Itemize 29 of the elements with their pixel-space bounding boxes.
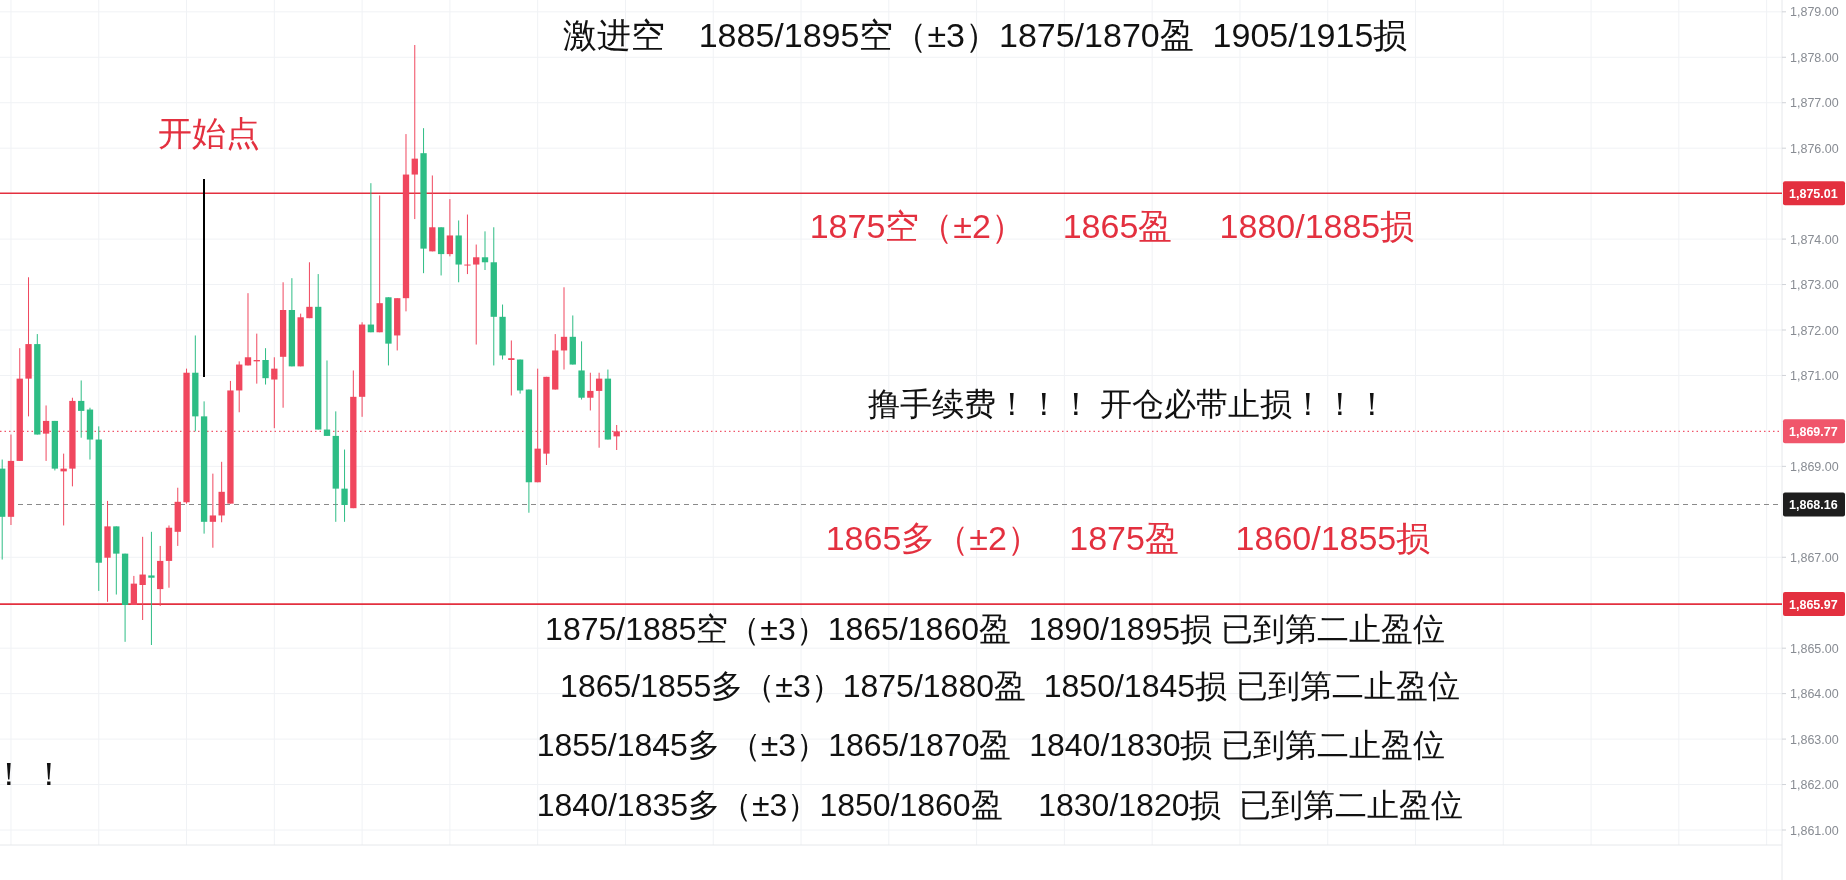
ref-line-label: 1,869.77 xyxy=(1789,424,1838,439)
y-tick-label: 1,878.00 xyxy=(1790,50,1839,65)
annotation: 撸手续费！！！ 开仓必带止损！！！ xyxy=(867,386,1389,422)
annotation: 1875空（±2） 1865盈 1880/1885损 xyxy=(809,207,1415,245)
ref-line-label: 1,865.97 xyxy=(1789,597,1838,612)
annotation: 激进空 1885/1895空（±3）1875/1870盈 1905/1915损 xyxy=(562,16,1408,54)
y-tick-label: 1,873.00 xyxy=(1790,278,1839,293)
y-tick-label: 1,867.00 xyxy=(1790,550,1839,565)
y-tick-label: 1,871.00 xyxy=(1790,368,1839,383)
y-tick-label: 1,877.00 xyxy=(1790,96,1839,111)
y-tick-label: 1,872.00 xyxy=(1790,323,1839,338)
y-tick-label: 1,879.00 xyxy=(1790,5,1839,20)
annotation: 1875/1885空（±3）1865/1860盈 1890/1895损 已到第二止盈位 xyxy=(545,611,1445,647)
y-tick-label: 1,861.00 xyxy=(1790,823,1839,838)
ref-line-label: 1,868.16 xyxy=(1789,498,1838,513)
y-tick-label: 1,863.00 xyxy=(1790,732,1839,747)
y-tick-label: 1,864.00 xyxy=(1790,687,1839,702)
annotation: 1865多（±2） 1875盈 1860/1855损 xyxy=(825,519,1431,557)
annotation: 1840/1835多（±3）1850/1860盈 1830/1820损 已到第二止盈位 xyxy=(536,787,1464,823)
annotation: 1855/1845多 （±3）1865/1870盈 1840/1830损 已到第二止盈位 xyxy=(536,727,1446,763)
annotation: 开始点 xyxy=(158,114,260,152)
y-tick-label: 1,869.00 xyxy=(1790,459,1839,474)
annotation: 1865/1855多（±3）1875/1880盈 1850/1845损 已到第二止盈位 xyxy=(560,668,1460,704)
y-tick-label: 1,865.00 xyxy=(1790,641,1839,656)
y-tick-label: 1,874.00 xyxy=(1790,232,1839,247)
ref-line-label: 1,875.01 xyxy=(1789,186,1838,201)
y-tick-label: 1,876.00 xyxy=(1790,141,1839,156)
annotation: ！ ！ xyxy=(0,756,66,792)
y-tick-label: 1,862.00 xyxy=(1790,778,1839,793)
